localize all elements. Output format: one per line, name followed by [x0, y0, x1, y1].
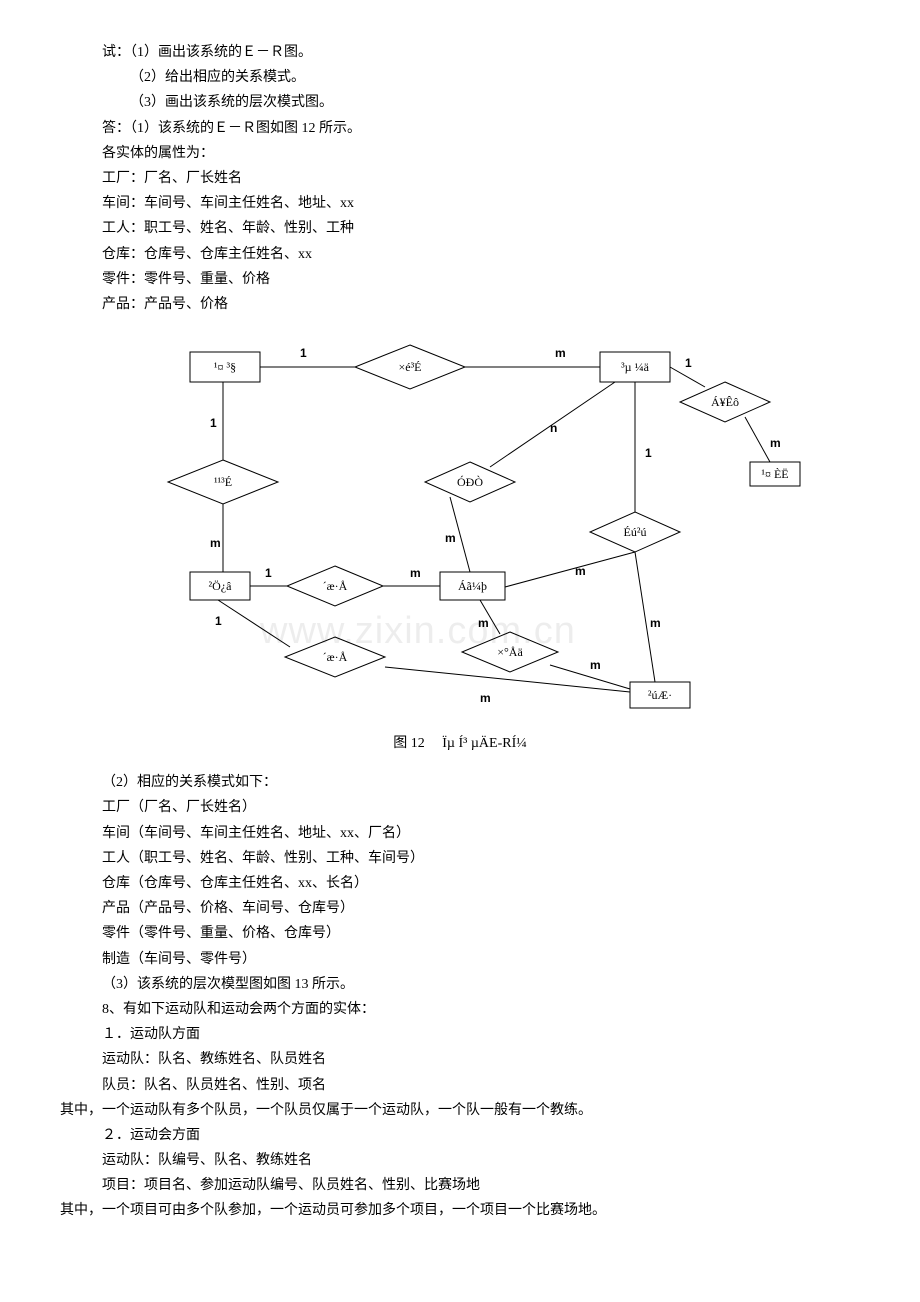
relmodel-4: 仓库（仓库号、仓库主任姓名、xx、长名）: [60, 871, 860, 896]
q8-p2: 其中，一个项目可由多个队参加，一个运动员可参加多个项目，一个项目一个比赛场地。: [60, 1198, 860, 1223]
attr-part: 零件：零件号、重量、价格: [60, 267, 860, 292]
svg-text:¹¤ ÈË: ¹¤ ÈË: [761, 467, 788, 481]
svg-text:´æ·Å: ´æ·Å: [323, 579, 348, 593]
svg-text:1: 1: [300, 346, 307, 360]
q8-member: 队员：队名、队员姓名、性别、项名: [60, 1073, 860, 1098]
svg-text:1: 1: [215, 614, 222, 628]
svg-text:Áã¼þ: Áã¼þ: [458, 579, 487, 593]
q8-p1: 其中，一个运动队有多个队员，一个队员仅属于一个运动队，一个队一般有一个教练。: [60, 1098, 860, 1123]
svg-text:Éú²ú: Éú²ú: [624, 525, 647, 539]
svg-text:ÓÐÒ: ÓÐÒ: [457, 475, 483, 489]
attr-worker: 工人：职工号、姓名、年龄、性别、工种: [60, 216, 860, 241]
svg-text:²Ö¿â: ²Ö¿â: [209, 579, 233, 593]
svg-text:m: m: [770, 436, 781, 450]
svg-text:1: 1: [210, 416, 217, 430]
figure-caption: 图 12 Ïµ Í³ µÄE-RÍ¼: [60, 731, 860, 756]
svg-text:m: m: [650, 616, 661, 630]
relmodel-3: 工人（职工号、姓名、年龄、性别、工种、车间号）: [60, 846, 860, 871]
svg-text:Á¥Êô: Á¥Êô: [711, 395, 739, 409]
svg-text:m: m: [575, 564, 586, 578]
attr-product: 产品：产品号、价格: [60, 292, 860, 317]
relmodel-5: 产品（产品号、价格、车间号、仓库号）: [60, 896, 860, 921]
svg-text:×°Åä: ×°Åä: [497, 645, 523, 659]
question-sub3: （3）画出该系统的层次模式图。: [60, 90, 860, 115]
q8-event: 项目：项目名、参加运动队编号、队员姓名、性别、比赛场地: [60, 1173, 860, 1198]
q8-team2: 运动队：队编号、队名、教练姓名: [60, 1148, 860, 1173]
q8-team: 运动队：队名、教练姓名、队员姓名: [60, 1047, 860, 1072]
svg-text:1: 1: [265, 566, 272, 580]
svg-text:²úÆ·: ²úÆ·: [648, 688, 672, 702]
question-stem: 试：（1）画出该系统的Ｅ－Ｒ图。: [60, 40, 860, 65]
relmodel-2: 车间（车间号、车间主任姓名、地址、xx、厂名）: [60, 821, 860, 846]
svg-text:1: 1: [685, 356, 692, 370]
svg-text:´æ·Å: ´æ·Å: [323, 650, 348, 664]
svg-text:×é³É: ×é³É: [398, 360, 421, 374]
svg-text:¹¹³É: ¹¹³É: [214, 475, 232, 489]
attrs-head: 各实体的属性为：: [60, 141, 860, 166]
svg-text:m: m: [480, 691, 491, 705]
attr-factory: 工厂：厂名、厂长姓名: [60, 166, 860, 191]
attr-workshop: 车间：车间号、车间主任姓名、地址、xx: [60, 191, 860, 216]
svg-text:m: m: [210, 536, 221, 550]
relmodel-8: （3）该系统的层次模型图如图 13 所示。: [60, 972, 860, 997]
svg-text:1: 1: [645, 446, 652, 460]
svg-text:m: m: [410, 566, 421, 580]
svg-text:n: n: [550, 421, 557, 435]
svg-text:m: m: [445, 531, 456, 545]
q8-s2: ２．运动会方面: [60, 1123, 860, 1148]
relmodel-7: 制造（车间号、零件号）: [60, 947, 860, 972]
caption-title: Ïµ Í³ µÄE-RÍ¼: [442, 736, 526, 751]
caption-figno: 图 12: [393, 736, 425, 751]
attr-warehouse: 仓库：仓库号、仓库主任姓名、xx: [60, 242, 860, 267]
q8-s1: １．运动队方面: [60, 1022, 860, 1047]
q8-head: 8、有如下运动队和运动会两个方面的实体：: [60, 997, 860, 1022]
svg-text:¹¤ ³§: ¹¤ ³§: [214, 360, 236, 374]
question-sub2: （2）给出相应的关系模式。: [60, 65, 860, 90]
er-diagram: 1 m 1 m 1 m n m 1 m m 1 m 1 m m m ×é³É Á¥Êô ¹¹³É ÓÐÒ Éú²ú ´æ·Å…: [110, 327, 810, 727]
relmodel-head: （2）相应的关系模式如下：: [60, 770, 860, 795]
svg-text:³µ ¼ä: ³µ ¼ä: [621, 360, 650, 374]
svg-text:m: m: [555, 346, 566, 360]
relmodel-1: 工厂（厂名、厂长姓名）: [60, 795, 860, 820]
er-svg: 1 m 1 m 1 m n m 1 m m 1 m 1 m m m ×é³É Á¥Êô ¹¹³É ÓÐÒ Éú²ú ´æ·Å…: [110, 327, 810, 727]
relmodel-6: 零件（零件号、重量、价格、仓库号）: [60, 921, 860, 946]
svg-text:m: m: [590, 658, 601, 672]
svg-text:m: m: [478, 616, 489, 630]
answer-head: 答：（1）该系统的Ｅ－Ｒ图如图 12 所示。: [60, 116, 860, 141]
